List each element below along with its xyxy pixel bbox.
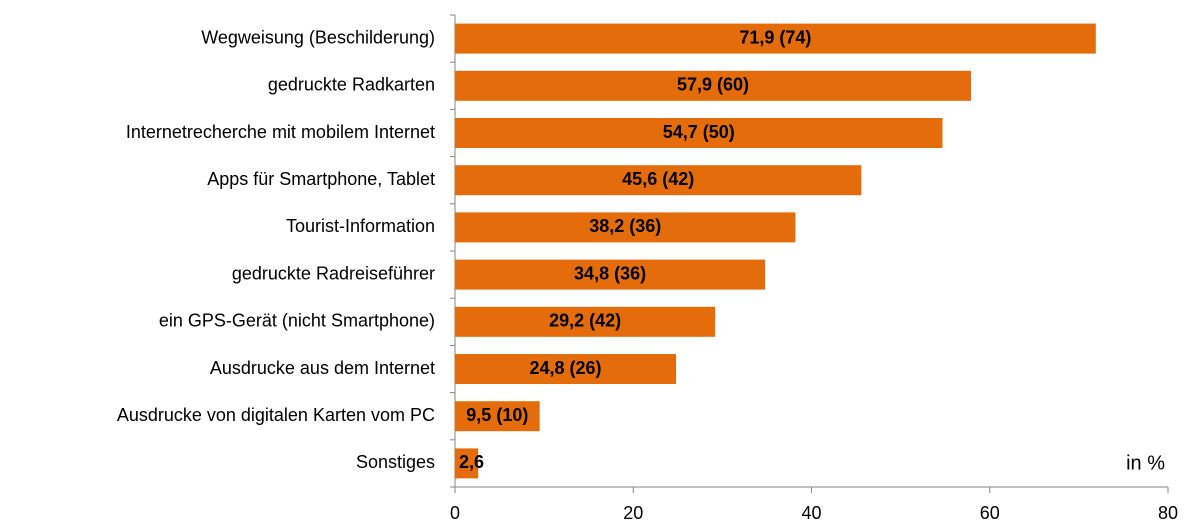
- y-tick-label: ein GPS-Gerät (nicht Smartphone): [159, 311, 435, 331]
- bar: [455, 354, 677, 384]
- x-tick-label: 0: [450, 503, 460, 523]
- value-label: 2,6: [459, 452, 484, 472]
- bar: [455, 70, 972, 101]
- bar: [455, 23, 1096, 54]
- x-tick-label: 60: [980, 503, 1000, 523]
- y-tick-label: Wegweisung (Beschilderung): [201, 27, 435, 47]
- value-label: 24,8 (26): [529, 358, 601, 378]
- y-tick-label: gedruckte Radreiseführer: [232, 263, 435, 283]
- bar: [455, 306, 716, 337]
- y-tick-label: Internetrecherche mit mobilem Internet: [126, 122, 435, 142]
- value-label: 54,7 (50): [663, 122, 735, 142]
- value-label: 29,2 (42): [549, 311, 621, 331]
- y-tick-label: Sonstiges: [356, 452, 435, 472]
- value-label: 38,2 (36): [589, 216, 661, 236]
- y-tick-label: Apps für Smartphone, Tablet: [207, 169, 435, 189]
- unit-label: in %: [1126, 452, 1165, 474]
- x-tick-label: 40: [801, 503, 821, 523]
- value-label: 34,8 (36): [574, 263, 646, 283]
- bar: [455, 165, 862, 196]
- value-label: 9,5 (10): [466, 405, 528, 425]
- bar: [455, 259, 766, 290]
- y-tick-label: Ausdrucke aus dem Internet: [210, 358, 435, 378]
- value-label: 71,9 (74): [739, 27, 811, 47]
- bar: [455, 118, 943, 148]
- y-tick-label: Tourist-Information: [286, 216, 435, 236]
- bar: [455, 401, 540, 432]
- x-tick-label: 20: [623, 503, 643, 523]
- y-tick-label: gedruckte Radkarten: [268, 75, 435, 95]
- bar: [455, 212, 796, 243]
- value-label: 45,6 (42): [622, 169, 694, 189]
- value-label: 57,9 (60): [677, 75, 749, 95]
- y-tick-label: Ausdrucke von digitalen Karten vom PC: [117, 405, 435, 425]
- x-tick-label: 80: [1158, 503, 1178, 523]
- bar: [455, 448, 479, 479]
